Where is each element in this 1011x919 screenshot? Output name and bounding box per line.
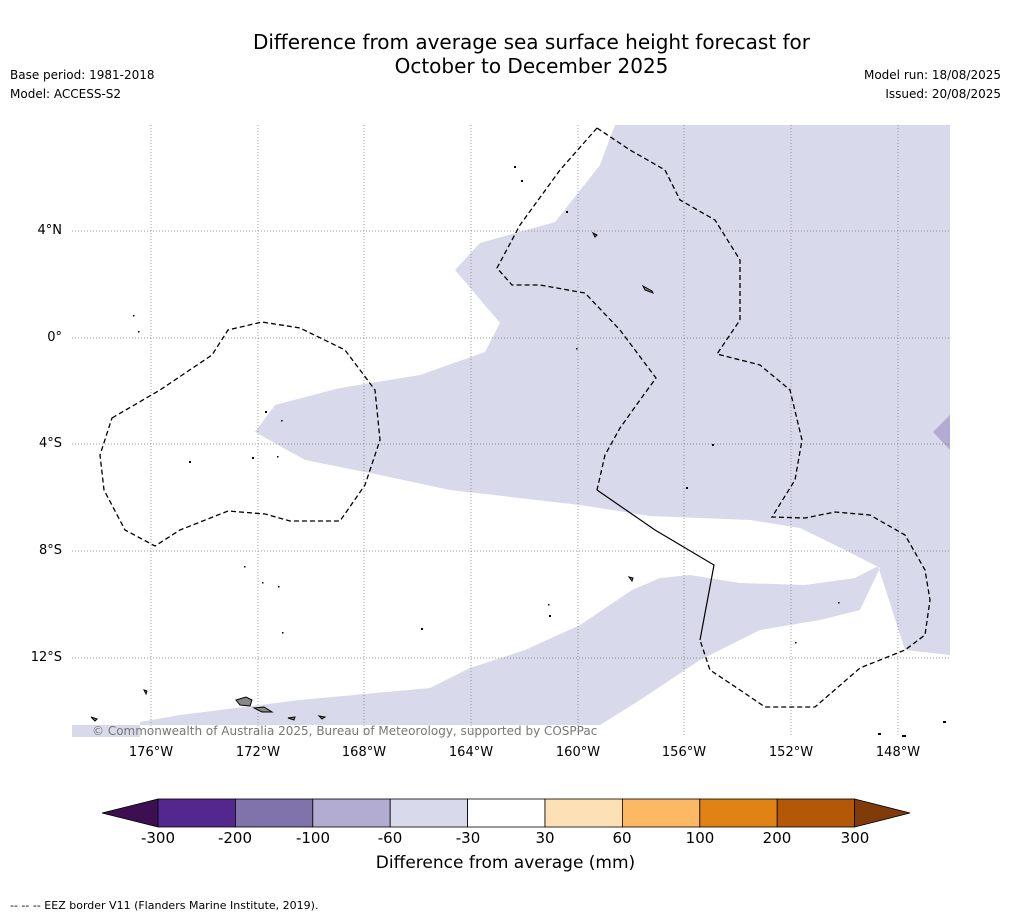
small-islets xyxy=(133,166,946,737)
lon-label-168w: 168°W xyxy=(341,745,387,760)
lat-label-4n: 4°N xyxy=(37,223,63,238)
meta-left: Base period: 1981-2018 Model: ACCESS-S2 xyxy=(10,66,155,104)
lat-label-8s: 8°S xyxy=(38,543,62,558)
colorbar-extend-low xyxy=(101,798,159,828)
lon-label-172w: 172°W xyxy=(235,745,281,760)
colorbar-tick: -30 xyxy=(455,829,481,847)
colorbar-tick: -300 xyxy=(140,829,176,847)
colorbar-tick: -60 xyxy=(377,829,403,847)
meta-right: Model run: 18/08/2025 Issued: 20/08/2025 xyxy=(864,66,1001,104)
gridlines xyxy=(72,125,950,737)
colorbar-segment xyxy=(699,798,778,828)
lat-label-0: 0° xyxy=(47,330,62,345)
colorbar-segment xyxy=(622,798,701,828)
islands xyxy=(90,231,655,722)
anomaly-patch xyxy=(933,415,950,450)
eez-borders xyxy=(99,127,931,708)
base-period: Base period: 1981-2018 xyxy=(10,68,155,82)
maritime-boundary xyxy=(596,489,715,641)
colorbar-tick: 60 xyxy=(612,829,632,847)
lon-label-156w: 156°W xyxy=(661,745,707,760)
lon-label-152w: 152°W xyxy=(768,745,814,760)
colorbar-tick: -200 xyxy=(217,829,253,847)
title-line-2: October to December 2025 xyxy=(394,54,669,78)
issued-date: Issued: 20/08/2025 xyxy=(885,87,1001,101)
title-line-1: Difference from average sea surface heig… xyxy=(252,30,811,54)
colorbar-title: Difference from average (mm) xyxy=(375,853,636,873)
colorbar-segment xyxy=(234,798,314,828)
colorbar-extend-high xyxy=(854,798,911,828)
lat-label-12s: 12°S xyxy=(30,650,62,665)
colorbar-segment xyxy=(467,798,546,828)
lon-label-160w: 160°W xyxy=(555,745,601,760)
colorbar-segment xyxy=(544,798,623,828)
map-title: Difference from average sea surface heig… xyxy=(0,30,1011,78)
eez-footnote: -- -- -- EEZ border V11 (Flanders Marine… xyxy=(10,899,319,912)
colorbar-segment xyxy=(776,798,856,828)
model-name: Model: ACCESS-S2 xyxy=(10,87,122,101)
colorbar-segment xyxy=(157,798,236,828)
lon-label-164w: 164°W xyxy=(448,745,494,760)
colorbar-tick: -100 xyxy=(295,829,331,847)
anomaly-fill xyxy=(72,125,950,737)
colorbar-segment xyxy=(312,798,391,828)
lat-label-4s: 4°S xyxy=(38,436,62,451)
lon-label-148w: 148°W xyxy=(875,745,921,760)
colorbar-tick: 200 xyxy=(762,829,792,847)
colorbar-tick: 100 xyxy=(685,829,715,847)
model-run: Model run: 18/08/2025 xyxy=(863,68,1001,82)
colorbar-tick: 30 xyxy=(535,829,555,847)
colorbar xyxy=(101,798,911,828)
copyright-notice: © Commonwealth of Australia 2025, Bureau… xyxy=(92,724,598,738)
colorbar-segment xyxy=(389,798,469,828)
colorbar-tick: 300 xyxy=(840,829,870,847)
lon-label-176w: 176°W xyxy=(128,745,174,760)
